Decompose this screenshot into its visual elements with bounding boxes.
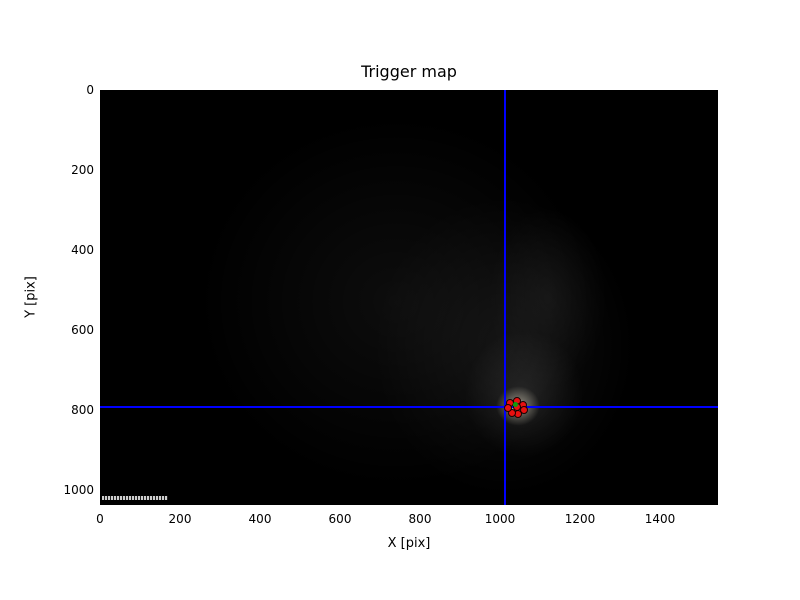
glow-layer <box>488 206 608 391</box>
x-tick-label: 800 <box>408 512 432 526</box>
trigger-point <box>503 403 512 412</box>
x-tick-label: 1000 <box>484 512 516 526</box>
crosshair-horizontal-line <box>100 405 718 408</box>
chart-title: Trigger map <box>361 62 457 81</box>
y-tick-label: 600 <box>71 323 94 338</box>
y-tick-label: 0 <box>86 83 94 97</box>
y-tick-label: 400 <box>71 243 94 258</box>
y-axis-label: Y [pix] <box>24 276 39 318</box>
crosshair-vertical-line <box>503 90 506 505</box>
x-tick-label: 0 <box>96 512 104 526</box>
x-tick-label: 200 <box>168 512 192 526</box>
x-tick-label: 400 <box>248 512 272 526</box>
x-tick-label: 1200 <box>564 512 596 526</box>
timestamp-overlay <box>102 496 168 500</box>
x-tick-label: 600 <box>328 512 352 526</box>
y-tick-label: 800 <box>71 403 94 418</box>
y-axis-label-text: Y [pix] <box>23 276 39 318</box>
highlight-point <box>513 401 518 407</box>
x-tick-label: 1400 <box>644 512 676 526</box>
x-axis-label: X [pix] <box>387 536 431 551</box>
trigger-point <box>507 408 516 417</box>
y-tick-label: 1000 <box>63 483 94 498</box>
y-tick-label: 200 <box>71 163 94 178</box>
glow-layer <box>196 114 596 491</box>
plot-area <box>100 90 718 505</box>
